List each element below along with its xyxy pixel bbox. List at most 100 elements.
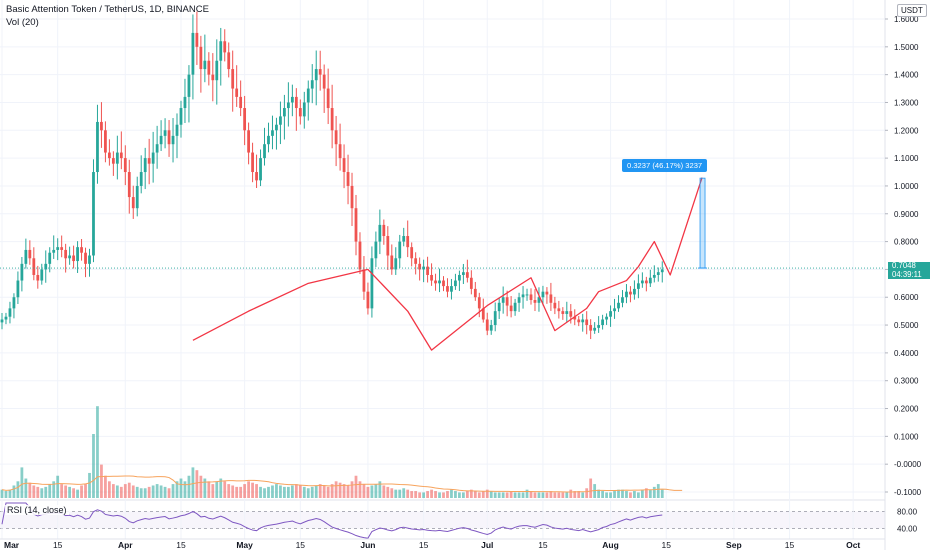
volume-bar (561, 492, 565, 498)
volume-indicator-label[interactable]: Vol (20) (6, 17, 39, 28)
volume-bar (605, 492, 608, 498)
volume-bar (585, 488, 589, 498)
price-tick-label: 1.6000 (894, 15, 919, 24)
volume-bar (72, 488, 75, 498)
volume-bar (322, 485, 326, 498)
candle-body (318, 69, 322, 75)
volume-bar (16, 481, 20, 498)
candle-body (438, 280, 441, 284)
currency-badge[interactable]: USDT (897, 4, 927, 17)
volume-bar (255, 484, 258, 498)
volume-bar (167, 488, 171, 498)
volume-bar (565, 492, 569, 498)
volume-bar (426, 491, 429, 498)
candle-body (12, 297, 16, 309)
volume-bar (171, 484, 175, 498)
candle-body (469, 277, 473, 289)
candle-body (259, 158, 262, 181)
volume-bar (513, 492, 517, 498)
candle-body (171, 135, 175, 145)
candle-body (283, 108, 286, 117)
candle-body (652, 274, 656, 278)
price-axis[interactable]: 1.6000 1.5000 1.4000 1.3000 1.2000 1.1000 1.00… (884, 0, 922, 550)
volume-bar (8, 489, 12, 498)
candle-body (16, 280, 20, 298)
volume-bar (533, 492, 537, 498)
candle-body (414, 258, 418, 264)
volume-bar (326, 486, 330, 498)
candle-body (211, 74, 215, 81)
volume-bar (131, 485, 135, 498)
volume-bar (179, 478, 183, 498)
candle-body (88, 255, 91, 264)
volume-bar (517, 492, 521, 498)
volume-bar (139, 488, 143, 498)
time-axis[interactable]: Mar 15 Apr 15 May 15 Jun 15 Jul 15 Aug 15 Sep 15 Oct (0, 538, 885, 550)
volume-bar (60, 484, 64, 498)
candle-body (135, 185, 139, 209)
candle-body (279, 116, 282, 125)
price-tick-label: 0.5000 (894, 321, 919, 330)
volume-bar (203, 478, 207, 498)
volume-bar (342, 484, 346, 498)
volume-bar (501, 492, 505, 498)
volume-bar (358, 481, 362, 498)
time-tick-label: Apr (118, 540, 133, 550)
volume-bar (338, 482, 342, 498)
candle-body (362, 269, 366, 292)
candle-body (36, 274, 40, 281)
price-tick-label: 1.1000 (894, 154, 919, 163)
volume-bar (465, 491, 469, 498)
candle-body (338, 144, 342, 159)
volume-bar (4, 491, 8, 498)
candle-body (4, 316, 8, 320)
volume-bar (135, 486, 139, 498)
volume-bar (422, 492, 426, 498)
candle-body (501, 297, 505, 303)
volume-bar (80, 485, 83, 498)
volume-bar (541, 492, 545, 498)
candle-body (302, 102, 306, 117)
candle-body (402, 236, 406, 242)
volume-bar (64, 485, 68, 498)
candle-body (593, 327, 597, 331)
volume-bar (660, 489, 664, 498)
candle-body (637, 283, 640, 289)
candle-body (525, 294, 529, 296)
volume-bar (557, 492, 561, 498)
volume-bar (521, 492, 525, 498)
candle-body (44, 263, 48, 270)
candle-body (275, 124, 278, 131)
bar-countdown: 04:39:11 (892, 269, 922, 279)
pattern-overlay[interactable] (0, 177, 885, 351)
volume-bar (469, 489, 473, 498)
candle-body (263, 144, 266, 159)
rsi-tick-label: 80.00 (897, 508, 918, 517)
candle-body (290, 96, 294, 103)
volume-bar (505, 492, 509, 498)
volume-bar (370, 485, 374, 498)
time-tick-label: May (236, 540, 253, 550)
candle-body (80, 247, 83, 253)
rsi-indicator-label[interactable]: RSI (14, close) (5, 505, 69, 515)
volume-bar (394, 489, 398, 498)
candle-body (239, 96, 243, 109)
candle-body (255, 172, 258, 181)
candle-body (191, 32, 195, 75)
candle-body (394, 258, 398, 270)
volume-bar (275, 484, 278, 498)
volume-bar (143, 488, 147, 498)
volume-bar (52, 481, 56, 498)
volume-bar (12, 485, 16, 498)
volume-bar (318, 484, 322, 498)
candle-body (513, 302, 517, 312)
volume-bar (227, 484, 231, 498)
volume-bar (279, 485, 282, 498)
candle-body (195, 32, 199, 47)
candle-body (175, 124, 179, 136)
volume-bar (549, 491, 553, 498)
volume-bar (366, 486, 370, 498)
candle-body (123, 158, 127, 173)
candle-body (267, 135, 270, 145)
